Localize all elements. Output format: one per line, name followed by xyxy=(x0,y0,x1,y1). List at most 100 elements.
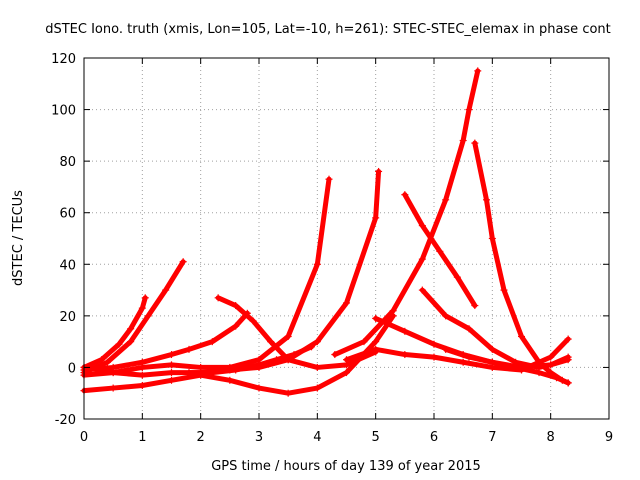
data-point xyxy=(547,361,555,369)
data-point xyxy=(442,345,450,353)
y-tick-label: 80 xyxy=(59,155,76,170)
series-line xyxy=(81,176,332,378)
series-line xyxy=(81,313,396,396)
data-point xyxy=(564,335,572,343)
data-point xyxy=(553,374,560,382)
data-point xyxy=(144,312,152,320)
data-point xyxy=(401,191,409,199)
data-point xyxy=(267,338,275,346)
y-tick-label: -20 xyxy=(55,413,76,428)
series-arc2 xyxy=(80,258,187,377)
x-tick-label: 2 xyxy=(197,430,205,445)
series-arc3 xyxy=(80,175,333,379)
data-point xyxy=(141,294,149,302)
axis-ticks xyxy=(83,57,610,420)
y-tick-label: 0 xyxy=(68,361,76,376)
data-point xyxy=(162,286,170,294)
data-point xyxy=(115,340,123,348)
series-arc9 xyxy=(331,67,482,359)
data-point xyxy=(512,363,520,371)
data-point xyxy=(179,258,187,266)
data-point xyxy=(226,376,234,384)
x-tick-label: 7 xyxy=(488,430,496,445)
data-point xyxy=(208,338,216,346)
data-point xyxy=(343,356,350,364)
data-point xyxy=(442,312,450,320)
data-point xyxy=(459,358,467,366)
data-point xyxy=(313,260,321,268)
data-point xyxy=(168,376,175,384)
data-point xyxy=(168,361,175,369)
data-point xyxy=(313,338,321,346)
data-point xyxy=(168,351,175,359)
data-point xyxy=(372,345,380,353)
data-point xyxy=(214,294,222,302)
x-tick-label: 0 xyxy=(80,430,88,445)
series-line xyxy=(215,295,379,370)
data-point xyxy=(185,369,193,377)
data-point xyxy=(372,314,380,322)
data-point xyxy=(375,167,383,175)
data-point xyxy=(313,363,321,371)
data-point xyxy=(401,327,409,335)
data-point xyxy=(488,358,496,366)
data-point xyxy=(290,351,298,359)
y-tick-label: 120 xyxy=(51,52,76,67)
data-point xyxy=(138,381,146,389)
x-tick-label: 4 xyxy=(313,430,321,445)
series-arc8 xyxy=(185,343,315,377)
data-series xyxy=(80,67,572,397)
data-point xyxy=(343,299,350,307)
data-point xyxy=(372,214,380,222)
data-point xyxy=(418,286,426,294)
data-point xyxy=(127,338,135,346)
x-tick-label: 8 xyxy=(547,430,555,445)
data-point xyxy=(564,379,572,387)
data-point xyxy=(255,361,263,369)
data-point xyxy=(442,196,450,204)
data-point xyxy=(127,325,135,333)
data-point xyxy=(138,371,146,379)
chart-title: dSTEC Iono. truth (xmis, Lon=105, Lat=-1… xyxy=(45,22,611,37)
data-point xyxy=(331,351,339,359)
data-point xyxy=(138,358,146,366)
x-tick-label: 5 xyxy=(372,430,380,445)
data-point xyxy=(325,175,333,183)
y-tick-label: 40 xyxy=(59,258,76,273)
y-tick-label: 60 xyxy=(59,207,76,222)
x-tick-label: 6 xyxy=(430,430,438,445)
data-point xyxy=(430,353,438,361)
y-tick-label: 20 xyxy=(59,310,76,325)
data-point xyxy=(284,389,292,397)
data-point xyxy=(418,255,426,263)
data-point xyxy=(168,369,175,377)
data-point xyxy=(401,351,409,359)
data-point xyxy=(518,332,525,340)
data-point xyxy=(488,235,496,242)
data-point xyxy=(483,196,490,204)
y-tick-label: 100 xyxy=(51,104,76,119)
data-point xyxy=(535,369,543,377)
data-point xyxy=(436,247,444,255)
tick-labels: 0 1 2 3 4 5 6 7 8 9 -20 0 20 40 60 80 100 120 xyxy=(51,52,613,445)
data-point xyxy=(500,286,508,294)
series-arc13 xyxy=(418,286,572,371)
y-axis-label: dSTEC / TECUs xyxy=(11,190,26,286)
data-point xyxy=(430,340,438,348)
x-tick-label: 1 xyxy=(138,430,146,445)
series-arc5 xyxy=(80,309,251,374)
data-point xyxy=(249,317,257,325)
series-arc10 xyxy=(401,191,479,310)
data-point xyxy=(185,345,193,353)
data-point xyxy=(98,356,105,364)
data-point xyxy=(138,304,146,312)
data-point xyxy=(255,384,263,392)
data-point xyxy=(360,338,368,346)
series-arc6 xyxy=(80,312,397,397)
data-point xyxy=(465,353,473,361)
data-point xyxy=(471,302,479,310)
x-tick-label: 9 xyxy=(605,430,613,445)
series-line xyxy=(332,68,481,358)
data-point xyxy=(372,338,380,346)
